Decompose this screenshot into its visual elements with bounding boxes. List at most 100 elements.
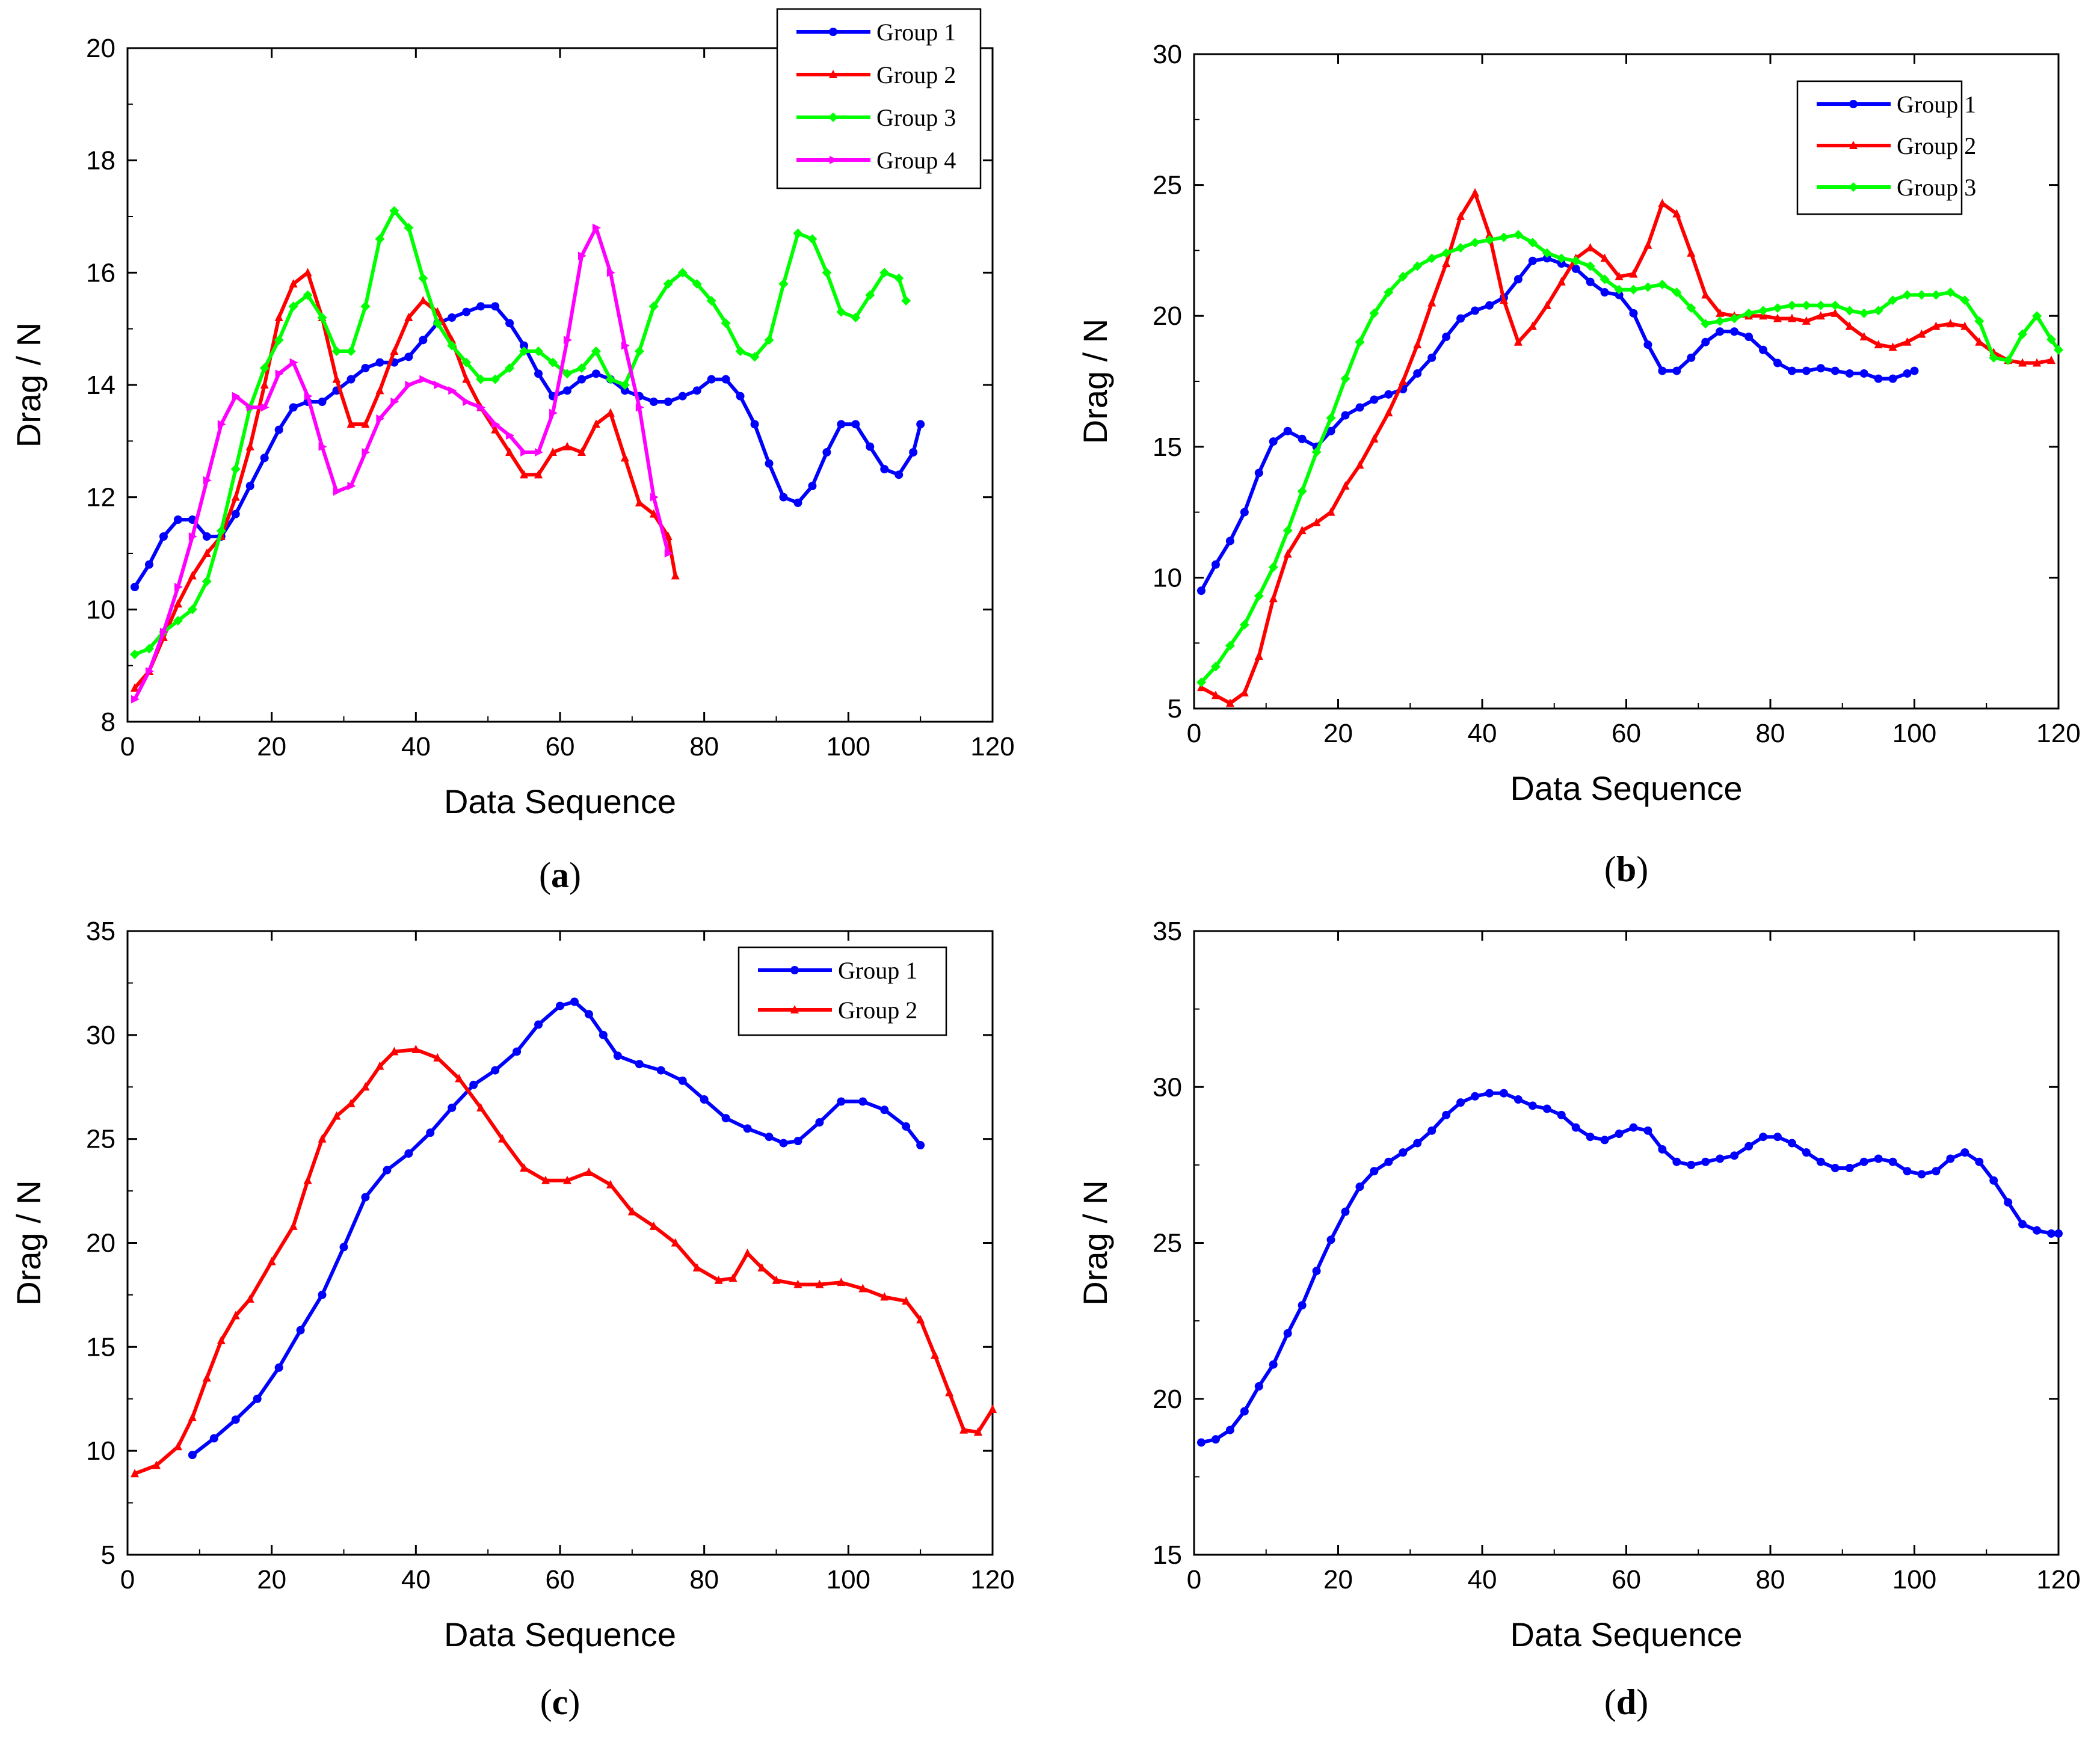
data-point <box>1917 290 1927 300</box>
data-point <box>1600 288 1609 297</box>
legend-marker <box>829 70 837 78</box>
data-point <box>1456 243 1466 253</box>
data-point <box>1471 306 1480 315</box>
data-point <box>591 419 600 428</box>
data-point <box>902 1296 911 1305</box>
data-point <box>1874 340 1883 349</box>
data-point <box>434 381 443 389</box>
data-point <box>1297 486 1307 496</box>
data-point <box>1254 591 1264 601</box>
data-point <box>1269 1360 1278 1369</box>
x-tick-label: 20 <box>257 732 286 761</box>
data-point <box>1917 329 1926 338</box>
legend-item: Group 2 <box>758 997 917 1024</box>
data-point <box>808 482 817 490</box>
data-point <box>274 313 283 321</box>
data-point <box>383 1166 392 1175</box>
data-point <box>231 509 240 518</box>
data-point <box>1211 560 1220 569</box>
data-point <box>778 279 789 289</box>
data-point <box>491 420 500 429</box>
data-point <box>513 1047 522 1056</box>
data-point <box>1816 311 1825 320</box>
data-point <box>1773 358 1782 367</box>
data-point <box>1413 340 1422 349</box>
data-point <box>202 576 212 586</box>
data-point <box>339 1243 348 1252</box>
data-point <box>231 492 240 501</box>
data-point <box>1528 1101 1537 1110</box>
data-point <box>346 346 356 356</box>
data-point <box>462 307 471 316</box>
data-point <box>1902 290 1912 300</box>
data-point <box>1196 586 1205 595</box>
data-point <box>1715 316 1725 326</box>
data-point <box>750 352 760 362</box>
legend-marker <box>829 28 837 36</box>
data-point <box>2018 358 2027 367</box>
x-tick-label: 0 <box>120 1565 135 1594</box>
data-point <box>1542 300 1551 309</box>
data-point <box>549 447 558 456</box>
data-point <box>346 1098 356 1107</box>
y-tick-label: 5 <box>1168 694 1182 724</box>
data-point <box>289 403 298 412</box>
data-point <box>721 375 730 384</box>
data-point <box>1802 366 1811 375</box>
data-point <box>520 1163 529 1172</box>
data-point <box>1672 366 1681 375</box>
data-point <box>260 453 269 463</box>
series-line <box>1200 191 2052 706</box>
data-point <box>1716 327 1725 336</box>
data-point <box>375 234 385 244</box>
data-point <box>1831 1164 1840 1173</box>
data-point <box>1614 284 1624 295</box>
chart-panel-b: 0 20 40 60 80 100 120 5 10 15 20 25 30 Data Sequence D… <box>1076 40 2081 889</box>
data-point <box>1687 1160 1696 1169</box>
data-point <box>721 318 731 328</box>
data-point <box>1946 1154 1955 1163</box>
data-point <box>1701 290 1710 299</box>
data-point <box>549 408 558 417</box>
data-point <box>491 302 500 311</box>
data-point <box>332 1111 341 1120</box>
data-point <box>152 1460 161 1469</box>
data-point <box>534 1020 543 1029</box>
data-point <box>1600 274 1610 284</box>
legend-item: Group 3 <box>796 104 956 131</box>
data-point <box>1744 333 1754 342</box>
series-line <box>133 226 670 701</box>
y-tick-label: 30 <box>1153 40 1182 69</box>
data-point <box>1527 238 1538 248</box>
panel-label: (d) <box>1604 1682 1648 1722</box>
data-point <box>1787 1139 1796 1148</box>
data-point <box>1370 434 1379 443</box>
data-point <box>318 398 327 406</box>
series-line <box>134 209 908 656</box>
data-point <box>1225 641 1235 651</box>
data-point <box>793 1279 802 1288</box>
series-line <box>134 1048 994 1476</box>
data-point <box>1571 256 1581 266</box>
y-axis-title: Drag / N <box>1076 319 1114 444</box>
data-point <box>1412 261 1423 271</box>
data-point <box>1629 269 1638 278</box>
data-point <box>2032 311 2042 321</box>
data-point <box>879 268 890 278</box>
data-point <box>1269 594 1278 603</box>
data-point <box>203 476 212 485</box>
series-line <box>191 1000 922 1457</box>
x-tick-label: 100 <box>1892 719 1936 748</box>
data-point <box>318 442 327 451</box>
data-point <box>419 375 428 384</box>
data-point <box>1240 1407 1249 1416</box>
series-line <box>1201 1091 2058 1445</box>
data-point <box>959 1425 968 1434</box>
data-point <box>202 549 211 557</box>
panel-label: (a) <box>539 855 581 895</box>
data-point <box>1442 1110 1451 1119</box>
legend-item: Group 1 <box>1817 91 1976 118</box>
data-point <box>159 627 168 636</box>
data-point <box>1398 271 1408 281</box>
data-point <box>411 1045 420 1054</box>
